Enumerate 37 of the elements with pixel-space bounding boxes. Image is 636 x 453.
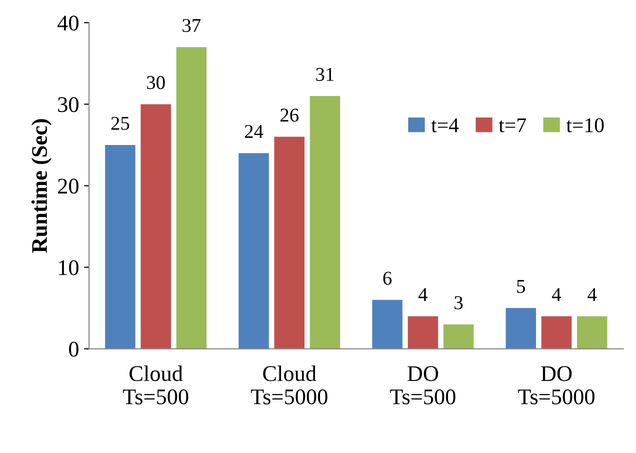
data-label: 4 [588,288,597,301]
data-label: 6 [383,272,392,285]
data-label: 25 [111,116,130,130]
bar [176,47,207,349]
bar [105,144,136,349]
bar [238,153,269,349]
legend-label: t=7 [498,118,526,132]
bar [443,324,474,349]
data-label: 4 [552,288,562,301]
data-label: 31 [316,68,334,81]
x-tick-label: DO Ts=500 [390,366,456,404]
bar [140,104,171,349]
data-label: 4 [418,288,428,301]
bar [372,300,402,349]
legend-label: t=10 [566,118,604,132]
data-label: 24 [244,124,264,138]
data-label: 30 [147,76,165,90]
bar [408,316,438,349]
y-tick-label: 10 [59,260,78,276]
y-axis-title: Runtime (Sec) [31,119,52,253]
x-tick-label: Cloud Ts=5000 [250,365,328,404]
y-tick-label: 40 [58,16,78,31]
y-tick-label: 30 [58,97,78,112]
data-label: 37 [182,18,201,32]
bar [310,96,340,349]
data-label: 5 [517,280,525,293]
y-tick-label: 20 [58,178,78,194]
bar [506,308,536,349]
bar [576,316,608,349]
x-tick-label: DO Ts=5000 [518,366,594,404]
y-tick-label: 0 [69,342,78,357]
x-tick-label: Cloud Ts=500 [122,365,188,404]
bar [541,316,572,349]
bar [274,136,305,349]
data-label: 26 [280,108,299,122]
legend-label: t=4 [431,118,459,132]
data-label: 3 [454,296,463,310]
